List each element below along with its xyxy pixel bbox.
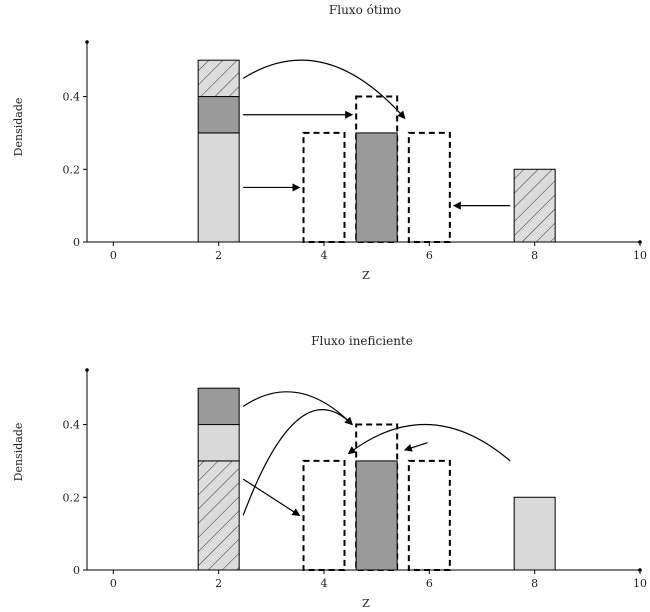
target-bar-filled [355, 460, 398, 571]
y-tick-label: 0.2 [63, 163, 81, 176]
x-axis-label: Z [362, 269, 370, 282]
bar-segment-hatched [197, 460, 240, 571]
bar-segment-light [513, 496, 556, 571]
y-axis-label: Densidade [12, 98, 25, 157]
bar-segment-hatched [197, 59, 240, 98]
y-tick-label: 0.2 [63, 491, 81, 504]
flow-arrow [242, 59, 406, 120]
bar-segment-dark [197, 96, 240, 134]
target-bar-dashed [407, 459, 451, 571]
flow-arrow [242, 409, 353, 516]
flow-arrow [347, 423, 511, 462]
axis-end-dot [85, 40, 89, 44]
target-bar-dashed [302, 459, 346, 571]
x-tick-label: 6 [426, 249, 433, 262]
x-tick-label: 0 [110, 249, 117, 262]
x-tick-label: 2 [215, 249, 222, 262]
y-tick-label: 0.4 [63, 419, 81, 432]
y-tick-label: 0.4 [63, 91, 81, 104]
chart-top: Fluxo ótimo Densidade Z 0 2 4 6 8 10 0 0.2 0.4 [12, 3, 647, 282]
bar-segment-light [197, 132, 240, 243]
y-tick-label: 0 [73, 236, 80, 249]
flow-arrow [242, 478, 301, 516]
bar-segment-hatched [513, 168, 556, 243]
x-tick-label: 10 [633, 249, 647, 262]
plot-area: 0 2 4 6 8 10 0 0.2 0.4 [63, 40, 647, 262]
x-tick-label: 2 [215, 577, 222, 590]
chart-title: Fluxo ótimo [329, 3, 401, 17]
chart-bottom: Fluxo ineficiente Densidade Z 0 2 4 6 8 10 0 0.… [12, 334, 647, 610]
bar-segment-light [197, 424, 240, 462]
x-tick-label: 8 [531, 577, 538, 590]
x-tick-label: 8 [531, 249, 538, 262]
x-tick-label: 10 [633, 577, 647, 590]
bar-segment-dark [197, 387, 240, 426]
chart-title: Fluxo ineficiente [311, 334, 413, 348]
x-tick-label: 6 [426, 577, 433, 590]
y-tick-label: 0 [73, 564, 80, 577]
target-bar-filled [355, 132, 398, 243]
y-axis-label: Densidade [12, 423, 25, 482]
target-bar-dashed [302, 131, 346, 243]
flow-arrow [403, 442, 428, 452]
x-axis-label: Z [362, 597, 370, 610]
plot-area: 0 2 4 6 8 10 0 0.2 0.4 [63, 368, 647, 590]
target-bar-dashed [407, 131, 451, 243]
x-tick-label: 0 [110, 577, 117, 590]
x-tick-label: 4 [321, 577, 328, 590]
flow-arrow [242, 391, 353, 426]
axis-end-dot [85, 368, 89, 372]
x-tick-label: 4 [321, 249, 328, 262]
